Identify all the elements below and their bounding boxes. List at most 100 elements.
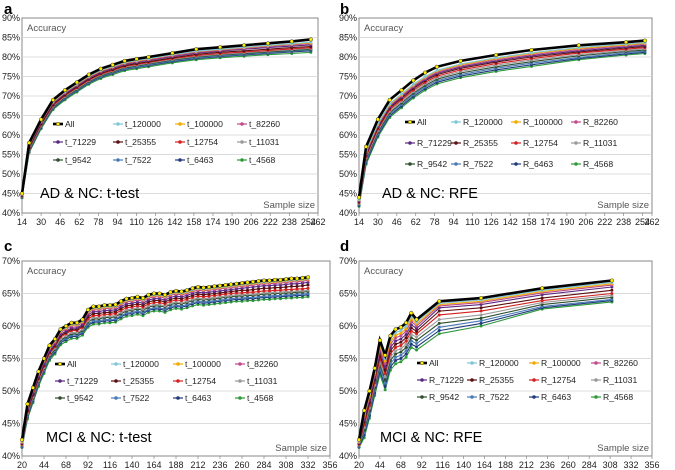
- legend-marker: [420, 361, 425, 366]
- legend-item: R_71229: [405, 138, 452, 148]
- panel-title: AD & NC: t-test: [40, 186, 139, 202]
- data-point: [404, 332, 408, 336]
- data-point: [394, 355, 398, 359]
- data-point: [435, 68, 439, 72]
- x-tick-label: 94: [449, 217, 459, 227]
- data-point: [479, 319, 483, 323]
- y-tick-label: 70%: [2, 91, 20, 101]
- series-line-r_9542: [358, 49, 645, 205]
- data-point: [494, 53, 499, 58]
- data-point: [357, 195, 362, 200]
- x-axis-label: Sample size: [597, 443, 649, 454]
- legend-marker: [470, 395, 474, 399]
- data-point: [411, 82, 415, 86]
- y-tick-label: 65%: [339, 111, 357, 121]
- series-line-r_25355: [358, 45, 645, 202]
- data-point: [306, 275, 311, 280]
- legend-marker: [408, 162, 412, 166]
- data-point: [218, 45, 223, 50]
- x-tick-label: 164: [477, 460, 492, 470]
- x-tick-label: 236: [540, 460, 555, 470]
- y-axis-label: Accuracy: [364, 23, 403, 34]
- data-point: [404, 355, 408, 359]
- panel-title: MCI & NC: t-test: [46, 430, 152, 446]
- legend-marker: [238, 396, 242, 400]
- legend-item: t_4568: [235, 393, 274, 403]
- x-tick-label: 94: [112, 217, 122, 227]
- legend-label: R_120000: [463, 117, 503, 127]
- data-point: [437, 329, 441, 333]
- data-point: [173, 288, 178, 293]
- data-point: [241, 43, 246, 48]
- data-point: [168, 290, 173, 295]
- data-point: [278, 277, 283, 282]
- series-line-r_11031: [358, 294, 612, 446]
- x-tick-label: 44: [375, 460, 385, 470]
- legend-item: R_11031: [591, 375, 637, 385]
- legend-item: All: [417, 358, 439, 368]
- data-point: [479, 324, 483, 328]
- data-point: [399, 337, 403, 341]
- legend-item: R_82260: [571, 117, 618, 127]
- x-tick-label: 158: [186, 217, 201, 227]
- legend-label: t_25355: [123, 376, 154, 386]
- data-point: [179, 289, 184, 294]
- y-tick-label: 75%: [2, 72, 20, 82]
- legend-label: R_12754: [541, 375, 576, 385]
- data-point: [394, 339, 398, 343]
- series-line-r_71229: [358, 44, 645, 201]
- data-point: [415, 345, 419, 349]
- legend-item: R_6463: [511, 159, 553, 169]
- y-tick-label: 50%: [339, 386, 357, 396]
- x-tick-label: 174: [541, 217, 556, 227]
- data-point: [404, 336, 408, 340]
- data-point: [273, 288, 277, 292]
- legend-item: t_9542: [53, 155, 92, 165]
- data-point: [151, 291, 156, 296]
- series-line-r_11031: [358, 48, 645, 204]
- data-point: [411, 78, 416, 83]
- legend-item: All: [405, 117, 427, 127]
- y-tick-label: 60%: [339, 321, 357, 331]
- y-tick-label: 50%: [2, 169, 20, 179]
- legend-marker: [58, 379, 62, 383]
- legend-item: R_71229: [417, 375, 464, 385]
- legend-label: t_9542: [67, 393, 94, 403]
- data-point: [25, 402, 30, 407]
- y-tick-label: 50%: [339, 169, 357, 179]
- data-point: [80, 317, 85, 322]
- data-point: [31, 385, 36, 390]
- data-point: [399, 347, 403, 351]
- legend-label: R_7522: [463, 159, 493, 169]
- x-tick-label: 212: [519, 460, 534, 470]
- data-point: [383, 371, 387, 375]
- series-line-r_82260: [358, 43, 645, 201]
- data-point: [91, 304, 96, 309]
- data-point: [479, 313, 483, 317]
- panel-letter: b: [340, 1, 349, 18]
- data-point: [409, 323, 413, 327]
- legend-marker: [176, 379, 180, 383]
- legend-marker: [114, 362, 118, 366]
- y-tick-label: 80%: [339, 52, 357, 62]
- data-point: [234, 281, 239, 286]
- legend: All t_120000 t_100000 t_82260 t_71229 t_25355…: [55, 359, 278, 403]
- legend-item: t_7522: [111, 393, 150, 403]
- data-point: [36, 369, 41, 374]
- legend-item: R_9542: [405, 159, 447, 169]
- data-point: [415, 342, 419, 346]
- legend-label: t_11031: [247, 376, 278, 386]
- legend-label: R_6463: [541, 392, 571, 402]
- y-tick-label: 40%: [339, 451, 357, 461]
- data-point: [206, 285, 211, 290]
- x-tick-label: 78: [93, 217, 103, 227]
- data-point: [102, 303, 107, 308]
- legend-label: t_100000: [187, 119, 223, 129]
- data-point: [437, 309, 441, 313]
- legend-label: t_120000: [123, 359, 159, 369]
- data-point: [383, 368, 387, 372]
- data-point: [273, 286, 277, 290]
- legend-marker: [574, 162, 578, 166]
- series-line-r_71229: [358, 286, 612, 444]
- x-tick-label: 62: [74, 217, 84, 227]
